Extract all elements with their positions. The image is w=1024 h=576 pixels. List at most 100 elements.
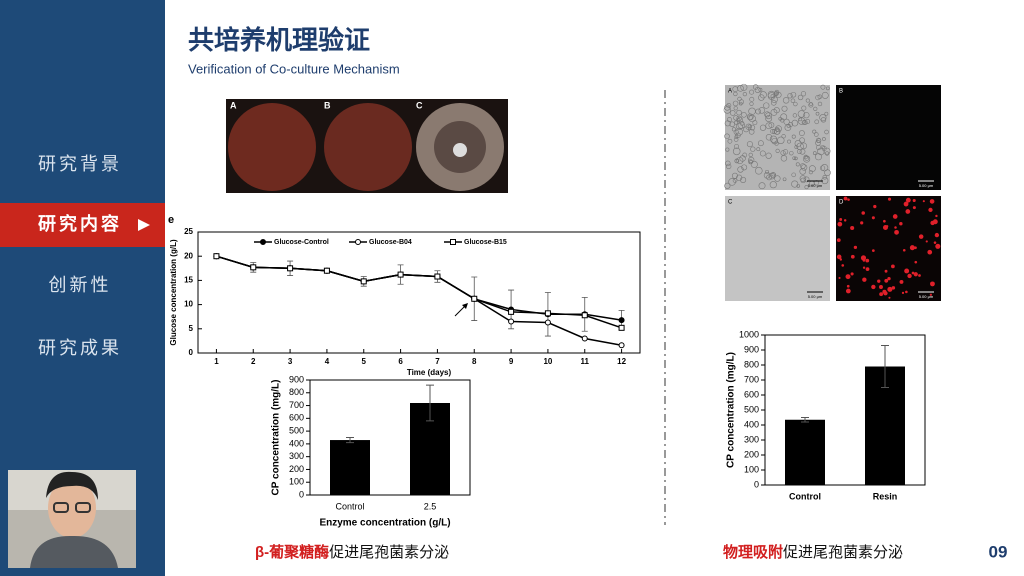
title: 共培养机理验证 [188, 25, 370, 55]
bar [330, 440, 370, 495]
fluorescence [912, 206, 916, 210]
cell [749, 101, 754, 106]
cell [787, 93, 793, 99]
cell [742, 92, 747, 97]
cell [770, 109, 778, 116]
cell [798, 117, 803, 122]
error-bar [346, 437, 354, 444]
cell [822, 174, 828, 180]
active-indicator [138, 219, 150, 231]
cell [734, 158, 740, 164]
legend-marker [355, 239, 361, 245]
fluorescence [894, 226, 897, 229]
cell [763, 172, 771, 179]
cell [774, 141, 779, 146]
cell [808, 102, 814, 108]
marker [250, 264, 257, 271]
fluorescence [877, 279, 881, 283]
cell [734, 120, 738, 125]
y-tick-label: 800 [289, 387, 304, 397]
y-tick-label: 100 [289, 477, 304, 487]
cell [809, 102, 813, 106]
cell [782, 97, 790, 104]
cell [736, 122, 743, 130]
cell [747, 124, 752, 129]
x-tick-label: 9 [509, 357, 514, 366]
marker [397, 271, 404, 278]
cell [824, 111, 829, 116]
cell [812, 151, 817, 155]
fluorescence [930, 281, 935, 287]
cell [815, 94, 821, 101]
cell [817, 101, 823, 107]
cell [793, 101, 798, 107]
cell [742, 152, 748, 158]
cell [814, 153, 823, 161]
x-tick-label: 10 [543, 357, 552, 366]
nav-item[interactable]: 研究成果 [38, 338, 122, 358]
caption-highlight: 物理吸附 [723, 543, 783, 561]
cell [748, 107, 756, 115]
fluorescence [913, 272, 918, 277]
nav-item[interactable]: 创新性 [49, 275, 112, 295]
cell [737, 84, 744, 92]
cell [773, 91, 778, 96]
y-tick-label: 5 [189, 324, 194, 333]
fluorescence [918, 234, 924, 239]
fluorescence [861, 211, 865, 215]
cell [758, 182, 766, 190]
cell [758, 87, 763, 92]
cell [736, 115, 742, 122]
webcam [8, 470, 136, 568]
cell [803, 176, 810, 183]
nav-item[interactable]: 研究内容 [38, 213, 122, 234]
marker [434, 273, 441, 280]
y-tick-label: 0 [754, 479, 759, 489]
cell [731, 127, 736, 132]
cell [797, 94, 804, 101]
cell [770, 100, 777, 106]
cell [733, 137, 739, 142]
fluorescence [850, 272, 854, 276]
fluorescence [843, 196, 848, 201]
cell [755, 166, 763, 175]
fluorescence [909, 245, 915, 251]
cell [750, 146, 756, 152]
y-tick-label: 500 [744, 404, 759, 414]
fluorescence [904, 268, 910, 274]
fluorescence [871, 284, 876, 290]
cell [734, 135, 739, 139]
cell [759, 124, 767, 131]
cell [736, 109, 742, 116]
fluorescence [901, 291, 905, 294]
x-tick-label: 3 [288, 357, 293, 366]
y-tick-label: 100 [744, 464, 759, 474]
nav-item[interactable]: 研究背景 [38, 154, 122, 174]
y-tick-label: 200 [289, 464, 304, 474]
fluorescence [907, 273, 912, 279]
plate-label: A [230, 100, 237, 110]
cell [824, 129, 829, 135]
fluorescence [888, 296, 891, 299]
fluorescence [902, 248, 906, 252]
y-tick-label: 1000 [739, 329, 759, 339]
y-tick-label: 200 [744, 449, 759, 459]
fluorescence [934, 232, 940, 238]
cell [814, 132, 819, 137]
cell [748, 128, 755, 135]
fluorescence [846, 284, 850, 288]
arrow-head [462, 303, 468, 309]
fluorescence [930, 220, 935, 226]
fluorescence [845, 274, 851, 280]
cell [724, 133, 730, 139]
fluorescence [845, 288, 851, 294]
cell [823, 147, 831, 155]
cell [788, 122, 794, 127]
plate-label: B [324, 100, 331, 110]
cell [796, 184, 801, 188]
cell [808, 170, 813, 175]
cell [775, 125, 782, 133]
cell [748, 159, 753, 165]
fluorescence [860, 221, 864, 225]
cell [749, 89, 755, 95]
